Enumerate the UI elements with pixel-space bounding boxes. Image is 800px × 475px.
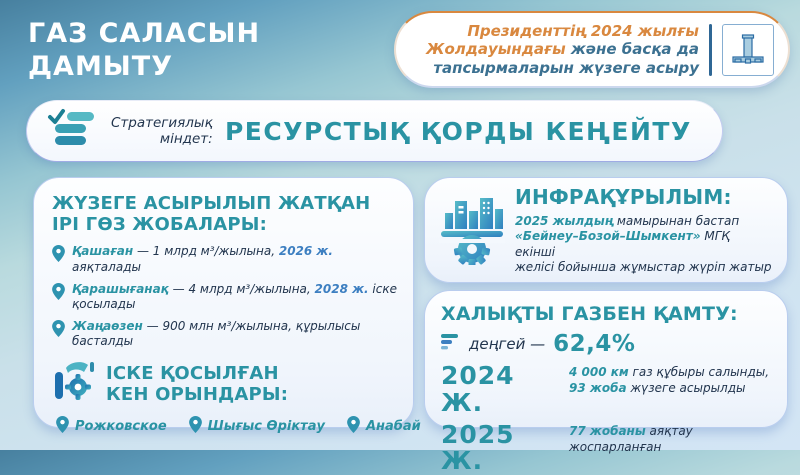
map-pin-icon <box>347 416 360 437</box>
map-pin-icon <box>52 282 65 313</box>
fields-header: ІСКЕ ҚОСЫЛҒАН КЕН ОРЫНДАРЫ: <box>52 360 399 408</box>
projects-card: ЖҮЗЕГЕ АСЫРЫЛЫП ЖАТҚАН ІРІ ГӨЗ ЖОБАЛАРЫ:… <box>33 177 421 434</box>
year-2025: 2025 Ж. <box>441 419 515 475</box>
badge-divider <box>709 23 712 76</box>
gas-supply-title: ХАЛЫҚТЫ ГАЗБЕН ҚАМТУ: <box>441 303 738 325</box>
list-item: Рожковское <box>56 416 167 437</box>
supply-level-row: деңгей — 62,4% <box>441 331 773 357</box>
year-2024: 2024 Ж. <box>441 361 515 417</box>
table-row: 2024 Ж. 4 000 км газ құбыры салынды, 93 … <box>441 363 773 416</box>
year-2025-text: 77 жобаны аяқтау жоспарланған <box>569 423 693 454</box>
map-pin-icon <box>56 416 69 437</box>
city-gear-icon <box>439 193 505 269</box>
map-pin-icon <box>52 245 65 275</box>
list-item: Жаңаөзен — 900 млн м³/жылына, құрылысы б… <box>52 319 399 350</box>
fields-list: Рожковское Шығыс Өріктау Анабай <box>56 416 421 437</box>
list-item: Қашаған — 1 млрд м³/жылына, 2026 ж. аяқт… <box>52 244 399 275</box>
strategy-label: Стратегиялық міндет: <box>111 114 213 147</box>
level-value: 62,4% <box>553 331 636 358</box>
gauge-bars-icon <box>441 334 461 354</box>
strategy-value: РЕСУРСТЫҚ ҚОРДЫ КЕҢЕЙТУ <box>224 116 692 146</box>
list-item: Шығыс Өріктау <box>188 416 325 437</box>
page-title-line1: ГАЗ САЛАСЫН <box>28 18 261 49</box>
badge-line2-accent: Жолдауындағы <box>426 40 566 59</box>
badge-line1: Президенттің 2024 жылғы <box>467 22 699 41</box>
checklist-icon <box>47 108 97 154</box>
infrastructure-paragraph: 2025 жылдың мамырынан бастап «Бейнеу–Боз… <box>515 213 772 275</box>
page-title: ГАЗ САЛАСЫН ДАМЫТУ <box>28 18 358 84</box>
list-item: Қарашығанақ — 4 млрд м³/жылына, 2028 ж. … <box>52 282 399 313</box>
infrastructure-title: ИНФРАҚҰРЫЛЫМ: <box>515 185 732 210</box>
infrastructure-text: ИНФРАҚҰРЫЛЫМ: 2025 жылдың мамырынан баст… <box>515 185 773 276</box>
map-pin-icon <box>188 416 202 437</box>
badge-line2-rest: және басқа да <box>565 40 699 59</box>
list-item: Анабай <box>347 416 421 437</box>
fields-title: ІСКЕ ҚОСЫЛҒАН КЕН ОРЫНДАРЫ: <box>106 362 289 406</box>
project-text: Қашаған — 1 млрд м³/жылына, 2026 ж. аяқт… <box>72 244 333 275</box>
strategy-banner: Стратегиялық міндет: РЕСУРСТЫҚ ҚОРДЫ КЕҢ… <box>26 100 723 162</box>
level-label: деңгей — <box>469 335 546 354</box>
badge-line3: тапсырмаларын жүзеге асыру <box>433 58 699 77</box>
drilling-rig-icon <box>52 360 96 408</box>
projects-card-title: ЖҮЗЕГЕ АСЫРЫЛЫП ЖАТҚАН ІРІ ГӨЗ ЖОБАЛАРЫ: <box>52 193 371 236</box>
projects-list: Қашаған — 1 млрд м³/жылына, 2026 ж. аяқт… <box>52 244 399 350</box>
presidential-task-badge: Президенттің 2024 жылғы Жолдауындағы жән… <box>394 11 790 88</box>
monument-icon <box>722 23 774 76</box>
table-row: 2025 Ж. 77 жобаны аяқтау жоспарланған <box>441 419 773 475</box>
project-text: Қарашығанақ — 4 млрд м³/жылына, 2028 ж. … <box>72 281 397 312</box>
badge-text: Президенттің 2024 жылғы Жолдауындағы жән… <box>426 22 699 77</box>
gas-supply-card: ХАЛЫҚТЫ ГАЗБЕН ҚАМТУ: деңгей — 62,4% 202… <box>424 290 788 474</box>
infrastructure-card: ИНФРАҚҰРЫЛЫМ: 2025 жылдың мамырынан баст… <box>424 177 788 283</box>
year-2024-text: 4 000 км газ құбыры салынды, 93 жоба жүз… <box>569 365 770 395</box>
map-pin-icon <box>52 319 65 350</box>
page-title-line2: ДАМЫТУ <box>28 50 174 82</box>
project-text: Жаңаөзен — 900 млн м³/жылына, құрылысы б… <box>72 318 361 349</box>
